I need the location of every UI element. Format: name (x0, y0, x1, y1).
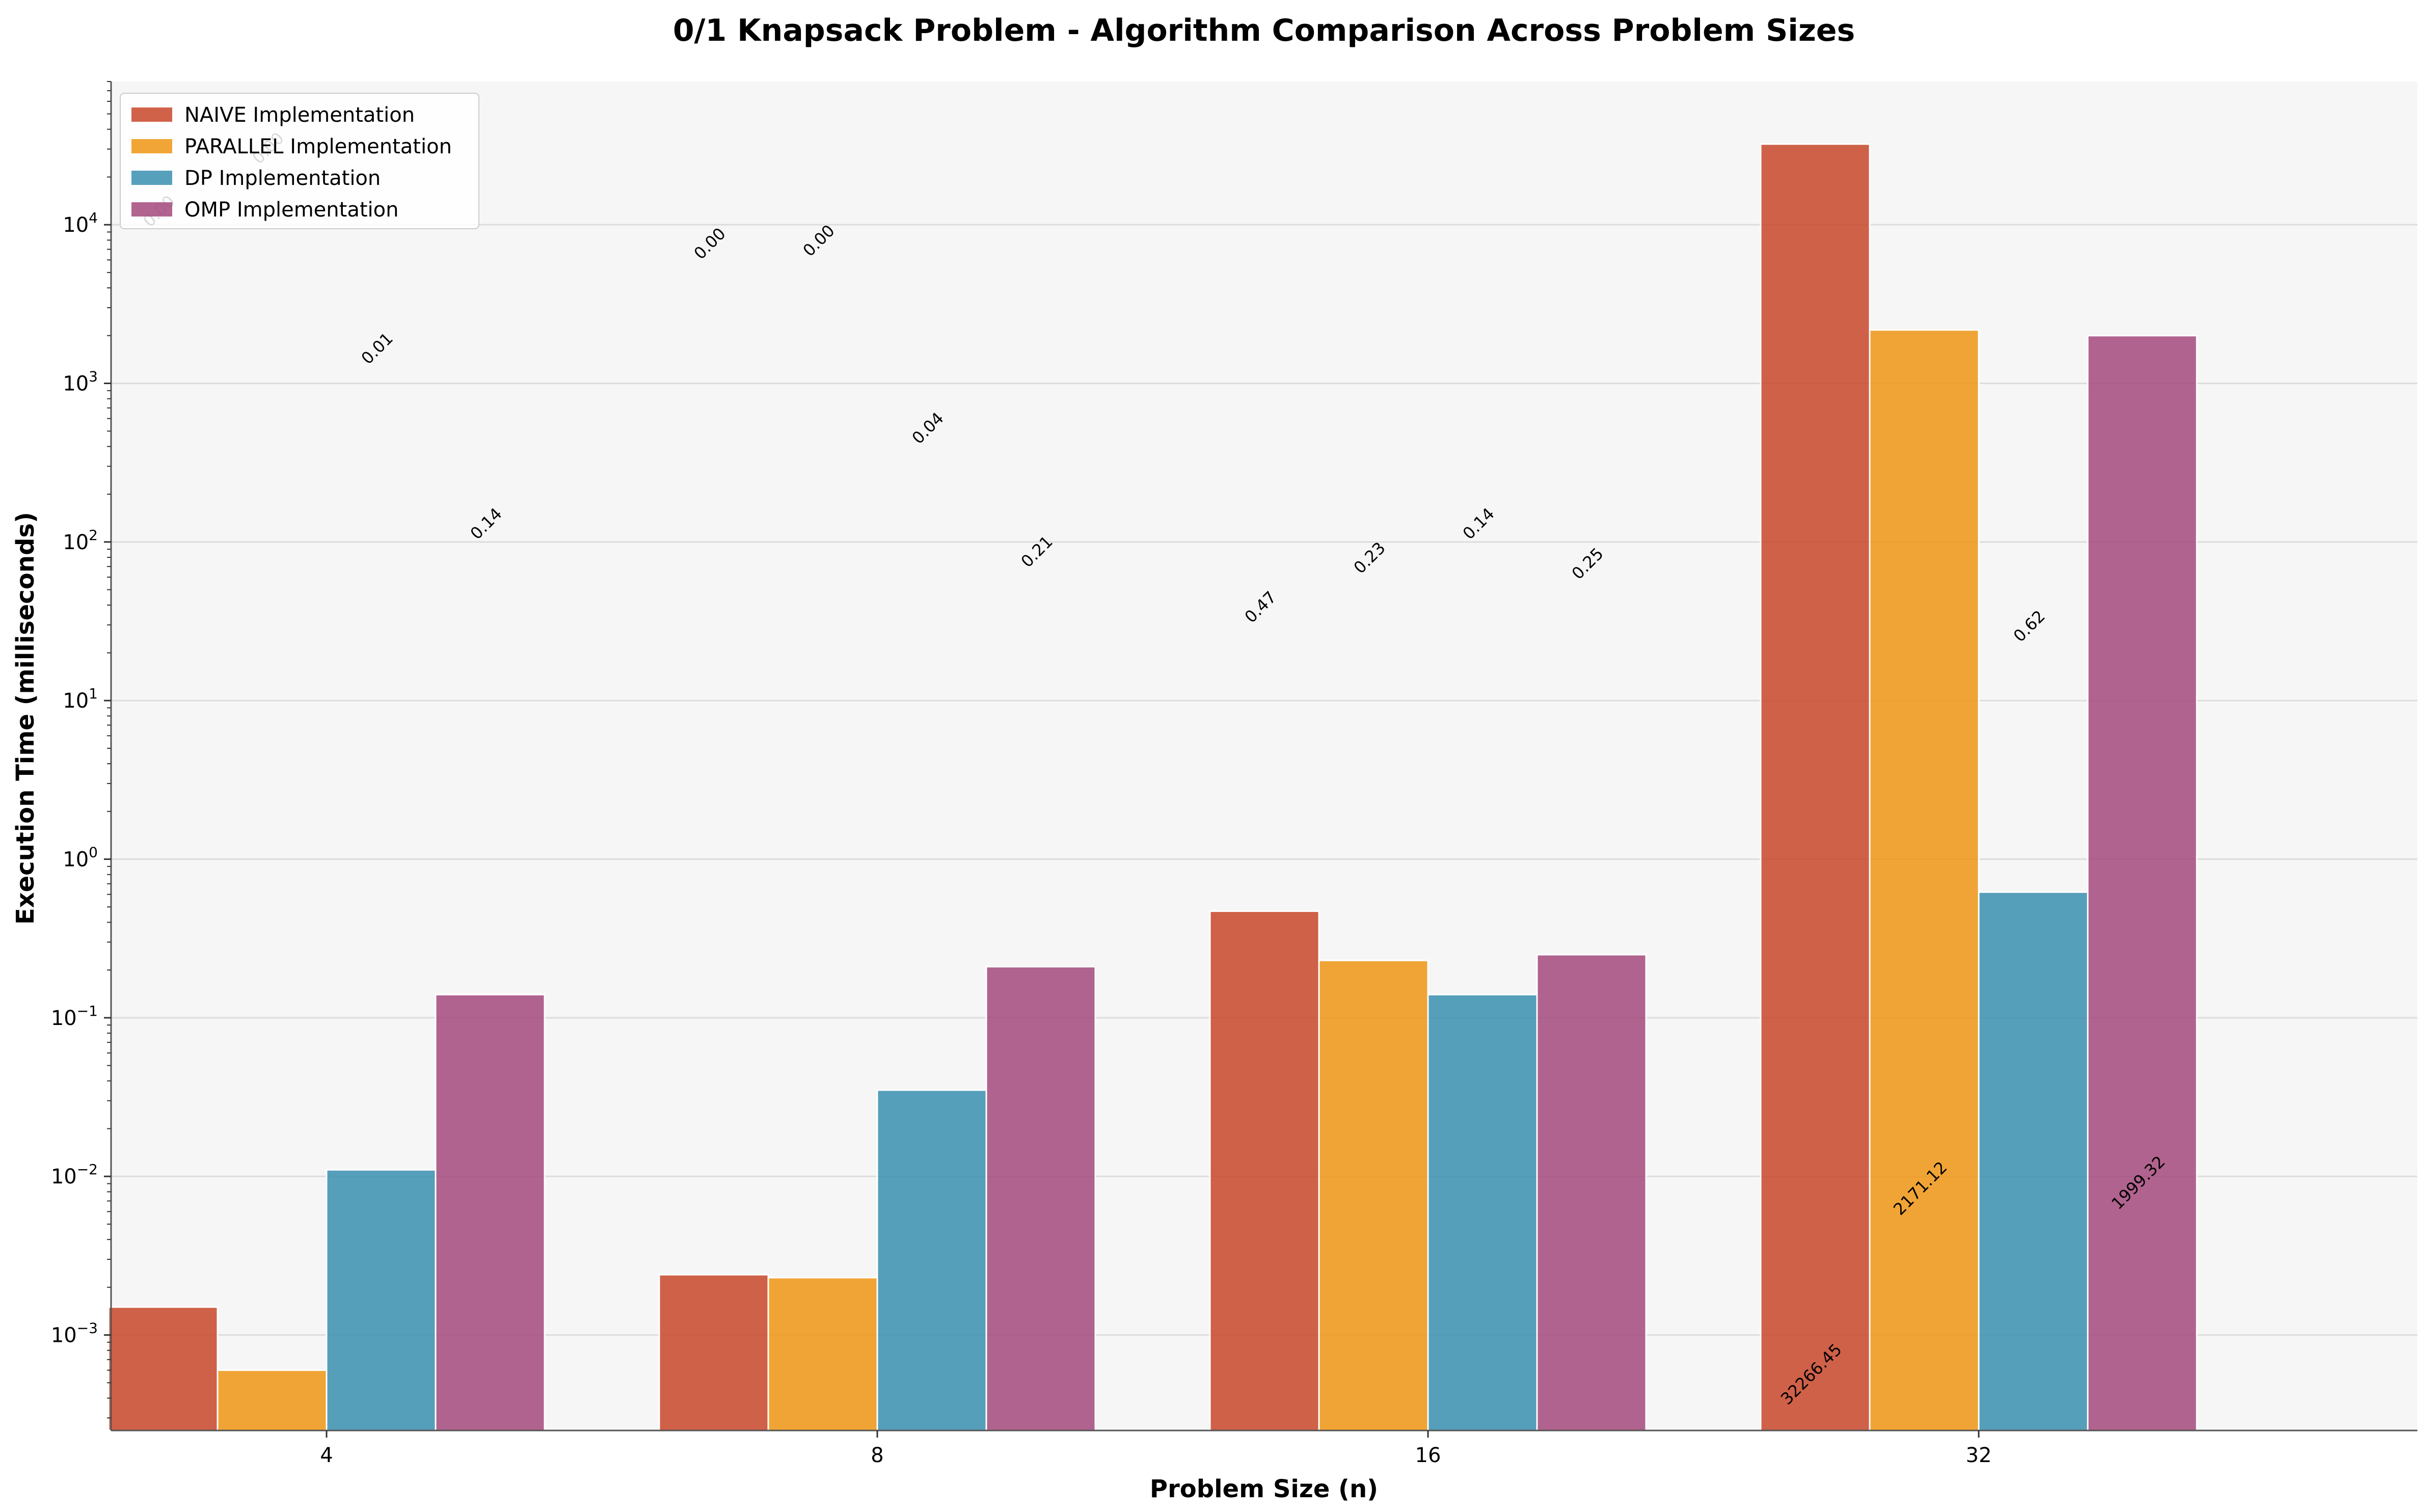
bar (1427, 993, 1538, 1432)
legend-box (120, 93, 479, 229)
bar (1536, 954, 1647, 1432)
bar (985, 966, 1096, 1432)
x-tick-label: 8 (871, 1444, 883, 1467)
bar (217, 1369, 328, 1432)
y-ticks: 10−3 10−2 10−1 100 101 102 103 104 (51, 81, 111, 1419)
bar (2087, 335, 2198, 1432)
legend-swatch (131, 171, 172, 185)
legend-label: PARALLEL Implementation (184, 135, 452, 158)
y-tick-label: 10−3 (51, 1320, 98, 1347)
bar (767, 1277, 878, 1432)
x-ticks: 4 8 16 32 (320, 1430, 1991, 1467)
x-tick-label: 4 (320, 1444, 333, 1467)
bar (1869, 329, 1980, 1432)
bar (876, 1089, 987, 1432)
y-axis-label: Execution Time (milliseconds) (11, 512, 40, 925)
bar (1318, 959, 1429, 1432)
y-tick-label: 10−2 (51, 1161, 98, 1189)
y-tick-label: 101 (63, 685, 98, 713)
legend-swatch (131, 139, 172, 153)
bar (658, 1274, 769, 1432)
bar (326, 1169, 437, 1432)
bar (1209, 910, 1320, 1432)
y-tick-label: 103 (63, 368, 98, 396)
legend: NAIVE Implementation PARALLEL Implementat… (120, 93, 479, 229)
y-tick-label: 100 (63, 844, 98, 872)
x-tick-label: 16 (1415, 1444, 1441, 1467)
x-axis-label: Problem Size (n) (1150, 1475, 1378, 1503)
legend-swatch (131, 107, 172, 122)
y-tick-label: 102 (63, 527, 98, 554)
bar (107, 1306, 219, 1432)
bar (1978, 891, 2089, 1432)
bars (107, 143, 2198, 1432)
chart-title: 0/1 Knapsack Problem - Algorithm Compari… (673, 13, 1855, 48)
legend-label: DP Implementation (184, 167, 381, 190)
y-tick-label: 104 (63, 209, 98, 237)
bar (435, 993, 546, 1432)
legend-label: NAIVE Implementation (184, 103, 415, 127)
bar (1760, 143, 1871, 1432)
x-tick-label: 32 (1966, 1444, 1992, 1467)
y-tick-label: 10−1 (51, 1003, 98, 1030)
legend-label: OMP Implementation (184, 198, 398, 222)
legend-swatch (131, 202, 172, 217)
